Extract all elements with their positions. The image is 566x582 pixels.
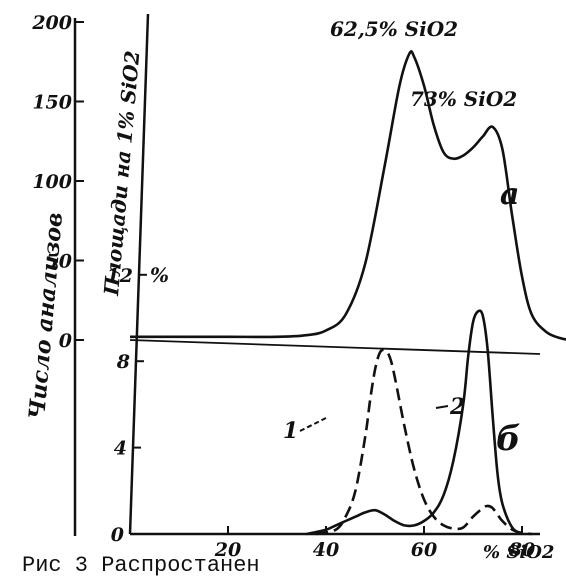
y-tick-label-area-4: 4 <box>114 438 127 460</box>
series-line-1 <box>315 348 532 536</box>
series-line-2 <box>306 309 523 536</box>
x-tick-label-20: 20 <box>214 539 241 561</box>
panel-label-b: б <box>496 419 521 459</box>
annotation-peak-2: 73% SiO2 <box>410 87 517 111</box>
x-tick-label-40: 40 <box>313 539 339 561</box>
x-tick-label-60: 60 <box>411 539 437 561</box>
y-tick-label-count-200: 200 <box>31 12 72 34</box>
y-tick-label-count-0: 0 <box>59 330 72 352</box>
curve-layer <box>129 50 566 536</box>
figure-caption: Рис 3 Распростанен <box>22 553 260 578</box>
series-leader-1 <box>299 417 327 432</box>
series-leader-2 <box>435 405 449 409</box>
y-tick-label-area-12: 12 <box>107 265 133 287</box>
y-axis-label-area: Площади на 1% SiO2 <box>99 50 144 298</box>
y-tick-label-count-50: 50 <box>46 251 72 273</box>
baseline-a <box>129 339 541 355</box>
x-axis-label: % SiO2 <box>483 542 554 563</box>
y-tick-label-count-150: 150 <box>32 92 72 114</box>
series-label-2: 2 <box>449 394 465 420</box>
y-unit-label: % <box>150 263 169 287</box>
y-tick-label-area-0: 0 <box>111 524 124 546</box>
series-label-1: 1 <box>283 418 298 444</box>
x-tick-label-80: 80 <box>508 539 535 561</box>
series-line-frequency <box>129 50 566 341</box>
annotation-peak-1: 62,5% SiO2 <box>330 17 458 41</box>
y-tick-label-area-8: 8 <box>116 351 130 373</box>
y-axis-label-count: Число анализов <box>24 211 68 420</box>
y-tick-label-count-100: 100 <box>32 171 72 193</box>
panel-label-a: а <box>500 177 519 212</box>
